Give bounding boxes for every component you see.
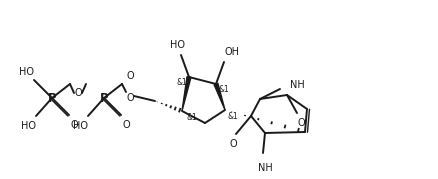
Polygon shape [182,77,191,111]
Text: O: O [122,120,130,130]
Text: HO: HO [21,121,35,131]
Text: NH: NH [258,163,272,173]
Text: P: P [48,91,57,105]
Text: &1: &1 [176,78,187,87]
Text: O: O [74,88,82,98]
Text: O: O [297,118,305,128]
Text: NH: NH [290,80,305,90]
Polygon shape [214,83,225,110]
Text: O: O [229,139,237,149]
Text: O: O [126,93,134,103]
Text: &1: &1 [218,85,229,94]
Text: HO: HO [18,67,33,77]
Text: O: O [70,120,78,130]
Text: HO: HO [73,121,88,131]
Text: O: O [126,71,134,81]
Text: &1: &1 [227,112,238,121]
Text: OH: OH [225,47,240,57]
Text: P: P [100,91,108,105]
Text: &1: &1 [186,113,197,122]
Text: HO: HO [170,40,184,50]
